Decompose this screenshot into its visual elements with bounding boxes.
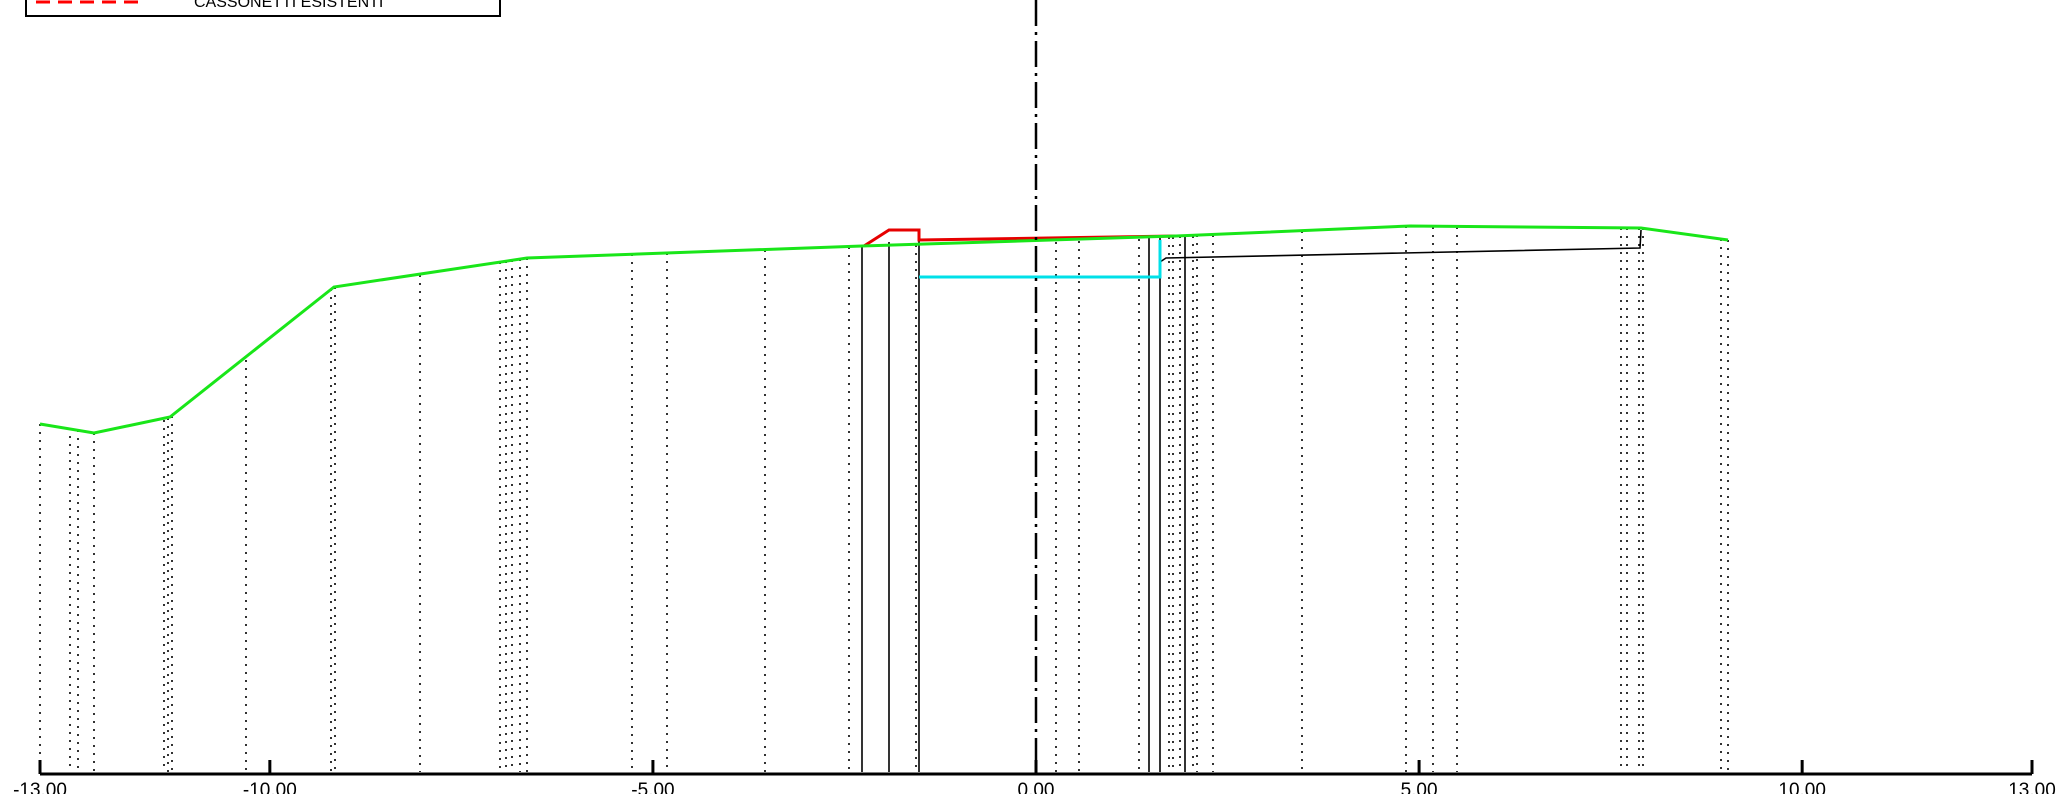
terrain-profile	[39, 224, 1729, 435]
legend-label-cassonetti: CASSONETTI ESISTENTI	[194, 0, 383, 11]
legend-frame	[25, 0, 501, 17]
station-dotted-lines	[39, 226, 1729, 772]
cyan-culvert-outline	[919, 240, 1162, 279]
legend: CASSONETTI ESISTENTI	[25, 0, 501, 17]
subgrade-line	[1159, 229, 1642, 263]
axis-tick-label: -13.00	[13, 780, 67, 794]
existing-structure-red	[863, 228, 1177, 248]
axis-tick-label: -5.00	[631, 780, 674, 794]
distance-axis: -13.00 -10.00 -5.00 0.00 5.00 10.00 13.00	[13, 760, 2056, 794]
structure-verticals	[861, 233, 1186, 772]
axis-tick-label: 13.00	[2008, 780, 2056, 794]
axis-ticks: -13.00 -10.00 -5.00 0.00 5.00 10.00 13.00	[13, 760, 2056, 794]
axis-tick-label: -10.00	[243, 780, 297, 794]
axis-tick-label: 10.00	[1778, 780, 1826, 794]
axis-tick-label: 0.00	[1018, 780, 1055, 794]
axis-tick-label: 5.00	[1401, 780, 1438, 794]
